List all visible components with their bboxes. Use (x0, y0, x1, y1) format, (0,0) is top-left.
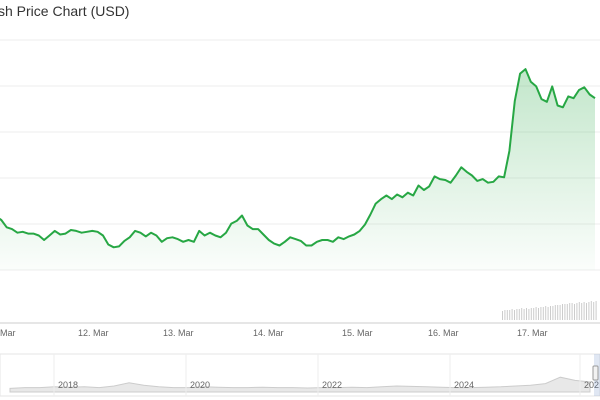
volume-bar (557, 305, 559, 320)
volume-bar (564, 304, 566, 320)
navigator-tick-label: 2020 (190, 380, 210, 390)
volume-bar (588, 302, 590, 320)
volume-bar (581, 303, 583, 320)
volume-bar (552, 306, 554, 320)
volume-bar (586, 303, 587, 320)
range-navigator[interactable]: 2018 2020 2022 2024 202 (0, 353, 600, 397)
volume-bar (509, 310, 511, 320)
volume-bar (521, 308, 523, 320)
volume-bar (593, 302, 595, 320)
volume-bar (576, 303, 578, 320)
x-axis-ticks: Mar 12. Mar 13. Mar 14. Mar 15. Mar 16. Mar 17… (0, 328, 548, 338)
volume-bar (523, 309, 525, 320)
navigator-tick-label: 2018 (58, 380, 78, 390)
price-line (0, 68, 596, 249)
volume-bar (571, 303, 573, 320)
volume-bar (528, 309, 530, 320)
volume-bar (574, 304, 575, 320)
x-tick-label: 17. Mar (517, 328, 548, 338)
volume-bar (518, 309, 520, 320)
volume-bar (540, 307, 542, 320)
x-tick-label: 15. Mar (342, 328, 373, 338)
x-tick-label: 13. Mar (163, 328, 194, 338)
volume-bar (535, 307, 537, 320)
x-tick-label: 12. Mar (78, 328, 109, 338)
navigator-handle[interactable] (592, 365, 599, 381)
volume-bar (538, 308, 539, 320)
volume-bar (562, 304, 563, 320)
price-area (0, 69, 595, 270)
volume-bar (533, 308, 535, 320)
volume-bar (547, 307, 549, 320)
volume-bar (566, 304, 568, 320)
navigator-tick-label: 202 (584, 380, 599, 390)
volume-bar (545, 306, 547, 320)
volume-bar (511, 309, 513, 320)
chart-title: sh Price Chart (USD) (0, 3, 130, 19)
volume-bar (502, 311, 503, 320)
volume-bar (514, 310, 515, 320)
volume-bar (583, 302, 585, 320)
volume-bar (550, 306, 551, 320)
x-tick-label: Mar (0, 328, 16, 338)
volume-bar (590, 301, 592, 320)
volume-bar (554, 305, 556, 320)
x-tick-label: 14. Mar (253, 328, 284, 338)
navigator-tick-label: 2024 (454, 380, 474, 390)
volume-bar (516, 309, 518, 320)
volume-bar (526, 308, 527, 320)
volume-bar (542, 307, 544, 320)
volume-bar (504, 310, 506, 320)
navigator-series (9, 376, 591, 393)
volume-bar (530, 308, 532, 320)
volume-bar (578, 302, 580, 320)
x-tick-label: 16. Mar (428, 328, 459, 338)
navigator-tick-label: 2022 (322, 380, 342, 390)
volume-bar (559, 305, 561, 320)
volume-bar (506, 310, 508, 320)
volume-bars (502, 301, 597, 320)
volume-bar (595, 301, 597, 320)
volume-bar (569, 303, 571, 320)
